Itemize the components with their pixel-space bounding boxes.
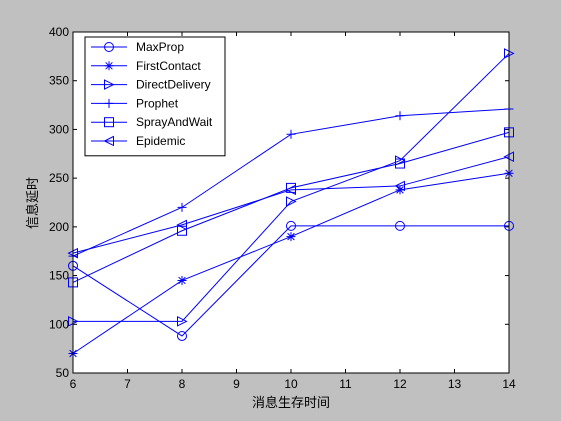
- data-point-sprayandwait: [395, 158, 405, 169]
- legend-label-prophet: Prophet: [136, 96, 179, 110]
- data-point-maxprop: [177, 330, 187, 341]
- legend-label-sprayandwait: SprayAndWait: [136, 115, 213, 129]
- series-line-epidemic: [72, 156, 510, 254]
- legend-marker-prophet: [104, 98, 114, 108]
- data-point-directdelivery: [177, 316, 188, 327]
- legend-box: [84, 36, 226, 157]
- x-tick-label: 9: [233, 377, 240, 391]
- y-tick-label: 100: [49, 317, 69, 331]
- y-axis-label: 信息延时: [25, 177, 40, 229]
- series-line-maxprop: [72, 225, 509, 337]
- y-tick-label: 50: [56, 366, 70, 380]
- series-prophet: [68, 104, 514, 261]
- x-tick-label: 11: [339, 377, 352, 391]
- data-point-firstcontact: [286, 232, 296, 242]
- legend: MaxProp FirstContact DirectDelivery Prophet…: [84, 36, 226, 157]
- x-tick-label: 7: [124, 377, 131, 391]
- data-point-epidemic: [176, 219, 187, 231]
- legend-label-epidemic: Epidemic: [136, 134, 185, 148]
- legend-label-directdelivery: DirectDelivery: [136, 78, 211, 92]
- x-axis-label: 消息生存时间: [252, 395, 330, 410]
- series-line-directdelivery: [73, 53, 510, 322]
- y-tick-label: 300: [49, 122, 69, 136]
- x-tick-label: 8: [179, 377, 186, 391]
- legend-marker-directdelivery: [104, 79, 115, 90]
- x-tick-label: 12: [393, 377, 407, 391]
- legend-marker-epidemic: [103, 135, 114, 147]
- x-tick-label: 6: [70, 377, 77, 391]
- data-point-maxprop: [286, 220, 296, 231]
- y-tick-label: 150: [49, 269, 69, 283]
- data-point-prophet: [395, 111, 405, 121]
- data-point-epidemic: [285, 184, 296, 196]
- data-point-prophet: [286, 129, 296, 139]
- data-point-sprayandwait: [177, 225, 187, 236]
- data-point-firstcontact: [395, 185, 405, 195]
- y-tick-label: 250: [49, 171, 69, 185]
- data-point-prophet: [177, 202, 187, 212]
- legend-marker-firstcontact: [104, 61, 114, 71]
- data-point-firstcontact: [177, 275, 187, 285]
- x-tick-label: 14: [502, 377, 516, 391]
- data-point-directdelivery: [286, 196, 297, 207]
- legend-marker-sprayandwait: [104, 117, 114, 128]
- data-point-epidemic: [394, 180, 405, 192]
- ticks-layer: 6 7 8 9 10 11 12 13 14 50 100 150 200 250 300 350 400: [49, 25, 516, 391]
- legend-marker-maxprop: [104, 42, 114, 52]
- x-tick-label: 13: [448, 377, 462, 391]
- y-tick-label: 200: [49, 220, 69, 234]
- y-tick-label: 400: [49, 25, 69, 39]
- legend-label-firstcontact: FirstContact: [136, 59, 201, 73]
- y-tick-label: 350: [49, 74, 69, 88]
- data-point-maxprop: [395, 220, 405, 231]
- x-tick-label: 10: [284, 377, 298, 391]
- legend-label-maxprop: MaxProp: [136, 40, 184, 54]
